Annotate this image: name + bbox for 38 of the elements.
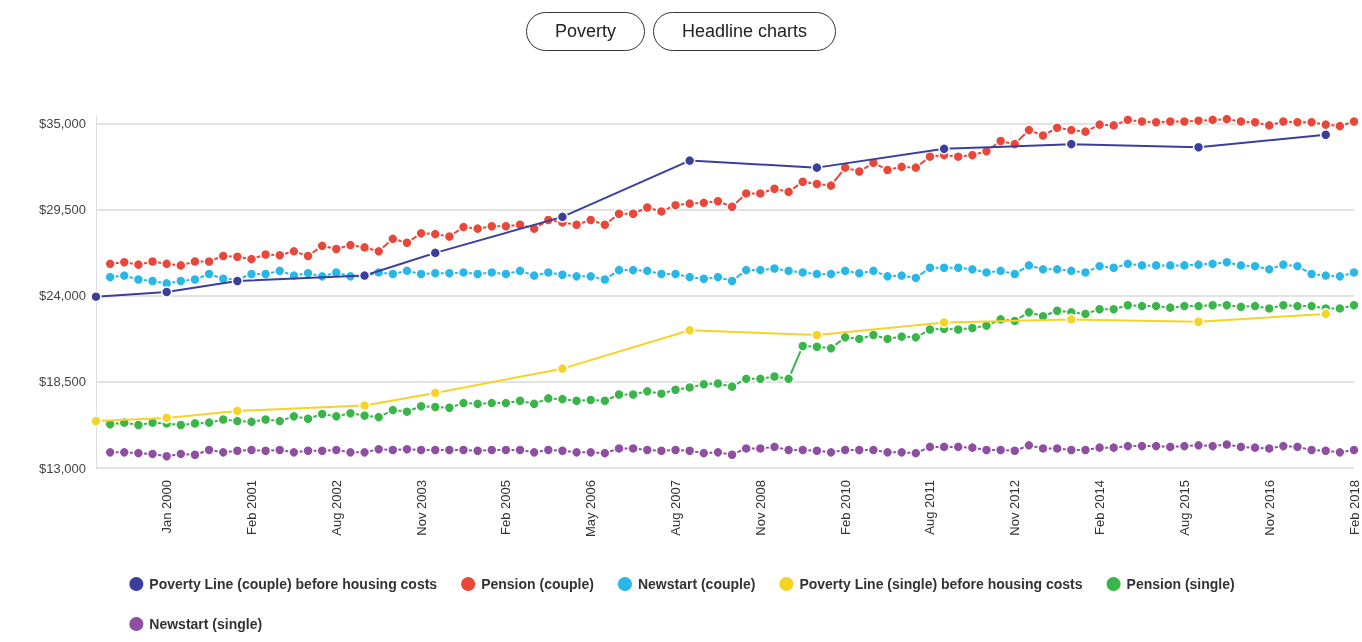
x-tick-label: Feb 2014 xyxy=(1092,480,1108,535)
point xyxy=(938,143,950,155)
y-tick-label: $29,500 xyxy=(39,202,86,218)
y-tick-label: $35,000 xyxy=(39,116,86,132)
point xyxy=(429,247,441,259)
point xyxy=(429,387,441,399)
x-tick-label: Aug 2015 xyxy=(1176,480,1192,536)
x-tick-label: Nov 2003 xyxy=(413,480,429,536)
y-tick-label: $13,000 xyxy=(39,460,86,476)
x-tick-label: Feb 2018 xyxy=(1346,480,1362,535)
x-tick-label: Jan 2000 xyxy=(159,480,175,534)
x-tick-label: Aug 2002 xyxy=(328,480,344,536)
x-tick-label: Feb 2005 xyxy=(498,480,514,535)
x-tick-label: May 2006 xyxy=(583,480,599,538)
point xyxy=(160,286,173,298)
legend-label: Poverty Line (single) before housing costs xyxy=(799,576,1083,592)
y-tick-label: $24,000 xyxy=(39,288,86,304)
point xyxy=(231,405,244,417)
x-tick-label: Nov 2008 xyxy=(752,480,768,536)
point xyxy=(556,211,569,223)
x-tick-label: Aug 2011 xyxy=(922,480,938,535)
x-tick-label: Feb 2010 xyxy=(837,480,853,535)
point xyxy=(90,415,102,427)
point xyxy=(811,329,823,341)
legend-label: Pension (couple) xyxy=(481,576,594,592)
legend-label: Poverty Line (couple) before housing costs xyxy=(149,576,438,592)
point xyxy=(1065,138,1078,150)
point xyxy=(90,290,102,303)
legend-label: Newstart (couple) xyxy=(637,576,756,592)
point xyxy=(1065,313,1078,326)
x-tick-label: Nov 2012 xyxy=(1007,480,1023,536)
y-tick-label: $18,500 xyxy=(39,374,86,390)
legend-label: Pension (single) xyxy=(1126,576,1235,592)
legend-label: Newstart (single) xyxy=(149,616,263,632)
point xyxy=(160,412,173,424)
x-tick-label: Feb 2001 xyxy=(243,480,259,535)
x-tick-label: Aug 2007 xyxy=(668,480,684,536)
x-tick-label: Nov 2016 xyxy=(1261,480,1277,536)
